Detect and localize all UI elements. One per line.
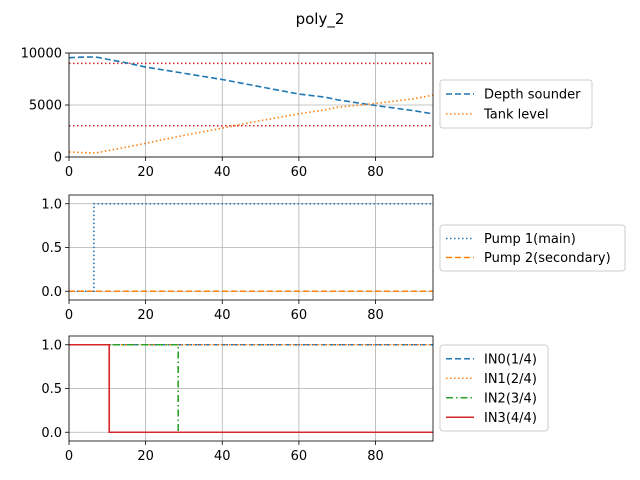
x-tick-label: 60 <box>291 165 308 180</box>
x-tick-label: 80 <box>367 449 384 464</box>
plot-area <box>69 56 433 154</box>
x-tick-label: 60 <box>291 449 308 464</box>
x-tick-label: 40 <box>214 165 231 180</box>
legend-label-pump-1-main: Pump 1(main) <box>484 232 576 247</box>
x-tick-label: 0 <box>65 165 73 180</box>
figure-title: poly_2 <box>296 10 345 29</box>
panel-depth-tank: 0 20 40 60 80 0 5000 10000 Depth sounder Tank lev… <box>21 47 593 180</box>
x-tick-label: 20 <box>137 308 154 323</box>
y-tick-label: 10000 <box>21 47 62 62</box>
y-tick-label: 1.0 <box>41 338 62 353</box>
legend-label-in3-4-4: IN3(4/4) <box>484 411 537 426</box>
y-tick-label: 0.0 <box>41 285 62 300</box>
x-tick-label: 40 <box>214 308 231 323</box>
y-tick-label: 0.0 <box>41 426 62 441</box>
legend-label-depth-sounder: Depth sounder <box>484 88 581 103</box>
legend-label-in1-2-4: IN1(2/4) <box>484 372 537 387</box>
x-tick-label: 80 <box>367 308 384 323</box>
x-tick-label: 80 <box>367 165 384 180</box>
y-tick-label: 0.5 <box>41 241 62 256</box>
x-tick-label: 0 <box>65 308 73 323</box>
legend-label-pump-2-secondary: Pump 2(secondary) <box>484 251 611 266</box>
legend-label-tank-level: Tank level <box>483 108 549 123</box>
y-tick-label: 5000 <box>29 99 62 114</box>
series-line-in3-4-4 <box>69 343 433 434</box>
plot-area <box>69 343 433 434</box>
x-tick-label: 0 <box>65 449 73 464</box>
legend-box <box>439 79 593 129</box>
y-tick-label: 0.5 <box>41 382 62 397</box>
y-tick-label: 1.0 <box>41 197 62 212</box>
x-tick-label: 60 <box>291 308 308 323</box>
legend-label-in2-3-4: IN2(3/4) <box>484 391 537 406</box>
panel-inputs: 0 20 40 60 80 0.0 0.5 1.0 IN0(1/4) IN1(2/4) IN2(3/… <box>41 335 549 464</box>
x-tick-label: 40 <box>214 449 231 464</box>
legend-box <box>439 344 549 432</box>
legend: IN0(1/4) IN1(2/4) IN2(3/4) IN3(4/4) <box>439 344 549 432</box>
x-tick-label: 20 <box>137 165 154 180</box>
y-tick-label: 0 <box>54 151 62 166</box>
x-tick-label: 20 <box>137 449 154 464</box>
legend-label-in0-1-4: IN0(1/4) <box>484 352 537 367</box>
panel-pumps: 0 20 40 60 80 0.0 0.5 1.0 Pump 1(main) Pump 2(sec… <box>41 194 626 323</box>
plot-area <box>69 202 433 293</box>
legend: Depth sounder Tank level <box>439 79 593 129</box>
legend-box <box>439 224 626 272</box>
legend: Pump 1(main) Pump 2(secondary) <box>439 224 626 272</box>
series-line-depth-sounder <box>69 56 433 115</box>
